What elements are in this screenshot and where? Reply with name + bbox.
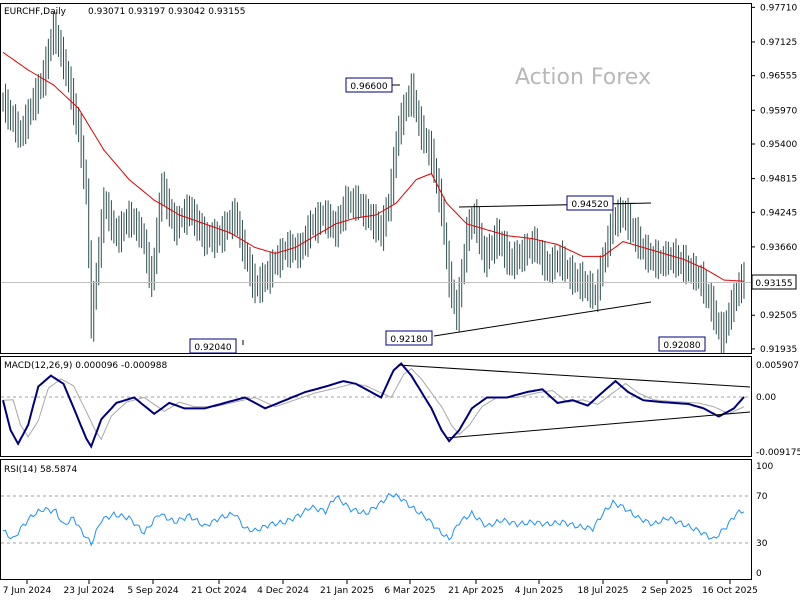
price-label-text: 0.92080 bbox=[663, 341, 700, 351]
date-axis-tick: 7 Jun 2024 bbox=[3, 586, 52, 596]
macd-axis-tick: -0.009175 bbox=[756, 448, 800, 458]
price-label-92080: 0.92080 bbox=[658, 336, 706, 352]
macd-trendline-lower bbox=[445, 411, 751, 439]
date-axis: 7 Jun 2024 23 Jul 2024 5 Sep 2024 21 Oct 20… bbox=[3, 580, 758, 596]
trendline-support bbox=[433, 301, 652, 337]
price-label-92180: 0.92180 bbox=[385, 330, 433, 346]
price-bars bbox=[2, 11, 745, 353]
rsi-axis-tick: 70 bbox=[756, 492, 768, 502]
date-axis-tick: 18 Jul 2025 bbox=[578, 586, 629, 596]
macd-trendline-upper bbox=[397, 364, 751, 388]
macd-axis-tick: 0.00 bbox=[756, 393, 776, 403]
date-axis-tick: 6 Mar 2025 bbox=[384, 586, 435, 596]
watermark: Action Forex bbox=[515, 65, 651, 90]
price-axis-tick: 0.91935 bbox=[760, 345, 797, 355]
price-axis-tick: 0.97125 bbox=[760, 38, 797, 48]
price-panel-frame bbox=[0, 3, 752, 354]
price-axis-tick: 0.92505 bbox=[760, 311, 797, 321]
date-axis-tick: 23 Jul 2024 bbox=[64, 586, 115, 596]
price-axis-tick: 0.94245 bbox=[760, 208, 797, 218]
rsi-panel-frame bbox=[0, 459, 752, 580]
macd-axis-tick: 0.005907 bbox=[756, 361, 799, 371]
macd-line bbox=[2, 362, 745, 449]
price-axis-tick: 0.94815 bbox=[760, 175, 797, 185]
trendline-resistance bbox=[458, 202, 652, 208]
price-label-text: 0.94520 bbox=[571, 200, 608, 210]
price-label-92040: 0.92040 bbox=[189, 338, 237, 354]
date-axis-tick: 21 Oct 2024 bbox=[191, 586, 247, 596]
date-axis-tick: 16 Oct 2025 bbox=[702, 586, 758, 596]
price-axis-tick: 0.93660 bbox=[760, 243, 797, 253]
price-axis-tick: 0.95400 bbox=[760, 140, 797, 150]
current-price-tag-box bbox=[751, 274, 797, 290]
price-axis-tick: 0.96555 bbox=[760, 72, 797, 82]
current-price-tag: 0.93155 bbox=[755, 279, 792, 289]
date-axis-tick: 21 Apr 2025 bbox=[448, 586, 504, 596]
rsi-axis-tick: 30 bbox=[756, 539, 768, 549]
date-axis-tick: 4 Jun 2025 bbox=[515, 586, 563, 596]
price-axis-ticks: 0.97710 0.97125 0.96555 0.95970 0.95400 0.948… bbox=[751, 3, 797, 355]
date-axis-tick: 2 Sep 2025 bbox=[641, 586, 692, 596]
date-axis-tick: 5 Sep 2024 bbox=[127, 586, 179, 596]
chart-symbol: EURCHF,Daily bbox=[4, 7, 67, 17]
macd-signal-line bbox=[2, 368, 745, 441]
price-label-text: 0.92040 bbox=[194, 343, 231, 353]
date-axis-tick: 21 Jan 2025 bbox=[320, 586, 374, 596]
price-label-text: 0.92180 bbox=[390, 335, 427, 345]
date-axis-tick: 4 Dec 2024 bbox=[257, 586, 309, 596]
moving-average-line bbox=[2, 51, 745, 282]
rsi-label: RSI(14) 58.5874 bbox=[4, 465, 77, 475]
rsi-axis-tick: 0 bbox=[756, 569, 762, 579]
rsi-line bbox=[2, 492, 745, 547]
price-label-94520: 0.94520 bbox=[566, 195, 614, 211]
price-label-96600: 0.96600 bbox=[345, 77, 393, 93]
rsi-axis-tick: 100 bbox=[756, 462, 773, 472]
price-axis-tick: 0.97710 bbox=[760, 3, 797, 13]
price-label-text: 0.96600 bbox=[350, 82, 387, 92]
price-axis-tick: 0.95970 bbox=[760, 106, 797, 116]
macd-panel-frame bbox=[0, 356, 752, 457]
chart-ohlc: 0.93071 0.93197 0.93042 0.93155 bbox=[88, 7, 245, 17]
macd-label: MACD(12,26,9) 0.000096 -0.000988 bbox=[4, 361, 167, 371]
